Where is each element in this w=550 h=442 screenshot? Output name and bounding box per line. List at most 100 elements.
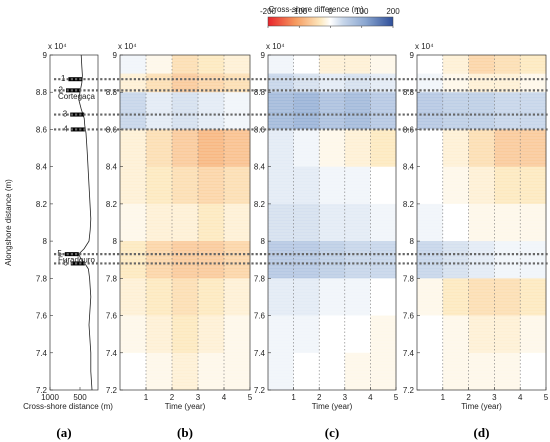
heatmap-cell — [417, 129, 444, 167]
groin-marker — [70, 127, 85, 132]
heatmap-cell — [494, 129, 521, 167]
heatmap-cell — [268, 203, 294, 242]
colorbar-tick-label: 100 — [355, 7, 369, 16]
heatmap-cell — [442, 278, 469, 316]
heatmap-cell — [468, 129, 495, 167]
panel-c-ytick-label: 9 — [261, 51, 266, 60]
heatmap-cell — [370, 241, 397, 279]
panel-d-ytick-label: 8.8 — [403, 88, 415, 97]
heatmap-cell — [198, 73, 225, 93]
panel-b-xtick-label: 4 — [222, 393, 227, 402]
place-name-label: Furadouro — [58, 256, 95, 265]
heatmap-cell — [172, 73, 199, 93]
panel-c-xlabel: Time (year) — [312, 402, 353, 411]
heatmap-cell — [172, 352, 199, 391]
colorbar-tick-label: -100 — [291, 7, 308, 16]
heatmap-cell — [293, 73, 320, 93]
heatmap-cell — [494, 166, 521, 205]
heatmap-cell — [370, 203, 397, 242]
panel-c-ytick-label: 8.6 — [254, 125, 266, 134]
place-name-label: Cortegaça — [58, 92, 95, 101]
heatmap-cell — [494, 55, 521, 74]
heatmap-cell — [146, 55, 173, 74]
panel-b-ytick-label: 7.4 — [106, 349, 118, 358]
panel-c-xtick-label: 4 — [368, 393, 373, 402]
heatmap-cell — [319, 129, 346, 167]
heatmap-cell — [442, 166, 469, 205]
panel-label-c: (c) — [325, 425, 339, 440]
panel-label-a: (a) — [56, 425, 71, 440]
heatmap-cell — [442, 92, 469, 130]
heatmap-cell — [344, 129, 371, 167]
panel-b-ytick-label: 8.6 — [106, 125, 118, 134]
heatmap-cell — [520, 129, 547, 167]
heatmap-cell — [468, 352, 495, 391]
panel-a-xtick-label: 1000 — [41, 393, 59, 402]
panel-a-ytick-label: 7.8 — [36, 274, 48, 283]
groin-marker-label: 4 — [63, 124, 68, 133]
heatmap-cell — [344, 315, 371, 354]
heatmap-cell — [319, 55, 346, 74]
colorbar: Cross-shore difference (m) -200 -100 0 100 2… — [260, 5, 400, 28]
heatmap-cell — [120, 352, 147, 391]
heatmap-cell — [293, 315, 320, 354]
heatmap-cell — [468, 166, 495, 205]
colorbar-tick-label: -200 — [260, 7, 277, 16]
panel-d-xtick-label: 4 — [518, 393, 523, 402]
heatmap-cell — [198, 241, 225, 279]
panel-d-ytick-label: 8 — [410, 237, 415, 246]
heatmap-cell — [344, 241, 371, 279]
heatmap-cell — [417, 203, 444, 242]
panel-a-ytick-label: 8.4 — [36, 163, 48, 172]
heatmap-cell — [442, 203, 469, 242]
panel-d-ytick-label: 9 — [410, 51, 415, 60]
panel-a-ylabel: Alongshore distance (m) — [4, 179, 13, 266]
panel-labels: (a) (b) (c) (d) — [56, 425, 489, 440]
heatmap-cell — [319, 203, 346, 242]
heatmap-cell — [344, 55, 371, 74]
heatmap-cell — [468, 278, 495, 316]
panel-a-ytick-label: 8.6 — [36, 125, 48, 134]
heatmap-cell — [268, 241, 294, 279]
heatmap-cell — [120, 203, 147, 242]
heatmap-cell — [146, 92, 173, 130]
colorbar-ticks: -200 -100 0 100 200 — [260, 7, 400, 28]
panel-b-ytick-label: 8.4 — [106, 163, 118, 172]
panel-d-ytick-label: 8.4 — [403, 163, 415, 172]
heatmap-cell — [520, 92, 547, 130]
heatmap-cell — [198, 315, 225, 354]
panel-d-ytick-label: 7.6 — [403, 312, 415, 321]
panel-d-ytick-label: 7.2 — [403, 386, 415, 395]
alongshore-reference-lines — [54, 78, 549, 265]
panel-d-heatmap: 7.27.47.67.888.28.48.68.89x 10⁴12345Time… — [403, 42, 549, 411]
heatmap-cell — [268, 278, 294, 316]
heatmap-cell — [344, 92, 371, 130]
heatmap-cell — [172, 129, 199, 167]
heatmap-cell — [172, 166, 199, 205]
heatmap-cell — [520, 278, 547, 316]
panel-c-ytick-label: 8 — [261, 237, 266, 246]
panel-c-xtick-label: 1 — [291, 393, 296, 402]
heatmap-cell — [120, 129, 147, 167]
heatmap-cell — [344, 166, 371, 205]
heatmap-cell — [198, 352, 225, 391]
heatmap-cell — [224, 352, 251, 391]
heatmap-cell — [442, 352, 469, 391]
groin-marker-label: 2 — [59, 85, 64, 94]
heatmap-cell — [370, 166, 397, 205]
heatmap-cell — [268, 315, 294, 354]
panel-a-y-exponent: x 10⁴ — [48, 42, 67, 51]
panel-d-y-exponent: x 10⁴ — [415, 42, 434, 51]
heatmap-cell — [494, 203, 521, 242]
heatmap-cell — [468, 203, 495, 242]
panel-c-heatmap: 7.2 7.4 7.6 7.8 8 8.2 8.4 8.6 8.8 9x 10⁴ 1 2 3 4 5 Time… — [254, 42, 399, 411]
colorbar-title: Cross-shore difference (m) — [269, 5, 364, 14]
panel-b-xtick-label: 5 — [248, 393, 253, 402]
heatmap-cell — [224, 278, 251, 316]
panel-c-y-exponent: x 10⁴ — [266, 42, 285, 51]
heatmap-cell — [370, 73, 397, 93]
heatmap-cell — [494, 241, 521, 279]
heatmap-cell — [417, 241, 444, 279]
heatmap-cell — [319, 315, 346, 354]
panel-a-coastline: 7.2 7.4 7.6 7.8 8 8.2 8.4 8.6 8.8 9x 10⁴ 1000 500Cr… — [4, 42, 113, 411]
